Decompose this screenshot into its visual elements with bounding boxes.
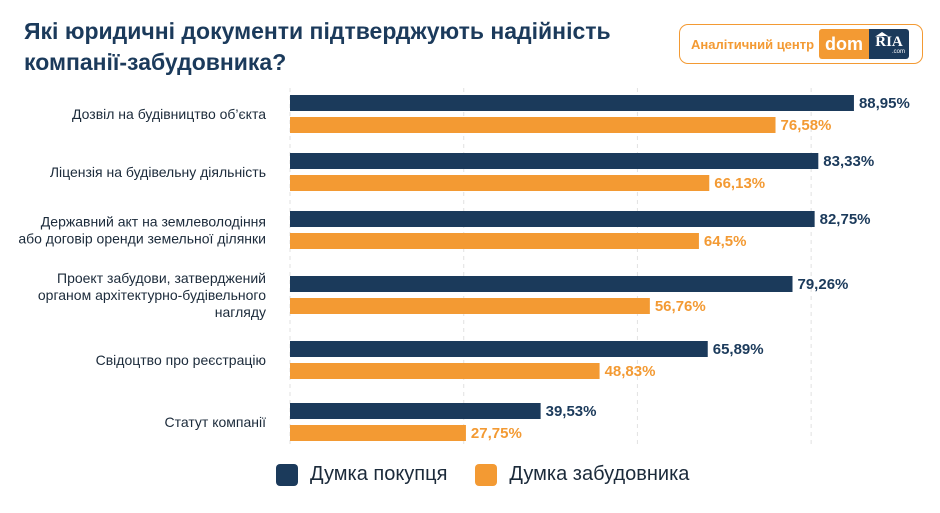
brand-dom: dom	[819, 29, 869, 59]
category-label: Статут компанії	[164, 414, 266, 430]
bar-buyer	[290, 211, 815, 227]
bar-buyer	[290, 276, 793, 292]
bar-developer	[290, 175, 710, 191]
value-label-buyer: 79,26%	[798, 276, 849, 293]
bar-buyer	[290, 95, 854, 111]
brand-ria: RIA .com	[869, 29, 909, 59]
ria-hat-icon	[876, 32, 888, 36]
legend-label-developer: Думка забудовника	[509, 463, 690, 485]
legend-swatch-buyer	[276, 463, 298, 486]
category-label: Ліцензія на будівельну діяльність	[50, 164, 266, 180]
value-label-buyer: 83,33%	[823, 153, 874, 170]
chart-bars: 88,95% 76,58% 83,33% 66,13% 82,75% 64,5% 79,26…	[290, 95, 910, 442]
value-label-buyer: 39,53%	[546, 403, 597, 420]
bar-chart: 88,95% 76,58% 83,33% 66,13% 82,75% 64,5% 79,26…	[18, 88, 910, 448]
brand-logo: Аналітичний центр dom RIA .com	[679, 24, 923, 64]
bar-buyer	[290, 153, 819, 169]
legend: Думка покупця Думка забудовника	[276, 463, 717, 486]
legend-label-buyer: Думка покупця	[310, 463, 448, 485]
category-label: Дозвіл на будівництво об’єкта	[72, 106, 266, 122]
value-label-buyer: 82,75%	[820, 211, 871, 228]
bar-developer	[290, 363, 600, 379]
category-label: Державний акт на землеволодіння	[41, 214, 266, 230]
value-label-developer: 48,83%	[605, 363, 656, 380]
category-label: або договір оренди земельної ділянки	[18, 231, 266, 247]
bar-developer	[290, 233, 699, 249]
category-label: Свідоцтво про реєстрацію	[96, 352, 266, 368]
value-label-buyer: 88,95%	[859, 95, 910, 112]
value-label-developer: 66,13%	[714, 175, 765, 192]
chart-title-line-1: Які юридичні документи підтверджують над…	[24, 18, 611, 44]
legend-item-developer: Думка забудовника	[475, 463, 689, 486]
bar-buyer	[290, 341, 708, 357]
legend-item-buyer: Думка покупця	[276, 463, 447, 486]
chart-title-line-2: компанії-забудовника?	[24, 49, 287, 75]
value-label-developer: 56,76%	[655, 298, 706, 315]
category-label: органом архітектурно-будівельного	[38, 287, 266, 303]
chart-title: Які юридичні документи підтверджують над…	[24, 16, 664, 78]
bar-developer	[290, 117, 776, 133]
category-label: нагляду	[215, 304, 266, 320]
value-label-developer: 64,5%	[704, 233, 747, 250]
bar-developer	[290, 298, 650, 314]
value-label-buyer: 65,89%	[713, 341, 764, 358]
chart-grid	[289, 88, 812, 448]
bar-buyer	[290, 403, 541, 419]
brand-label: Аналітичний центр	[691, 36, 815, 52]
category-label: Проект забудови, затверджений	[57, 270, 266, 286]
value-label-developer: 76,58%	[781, 117, 832, 134]
brand-ria-com: .com	[891, 48, 905, 55]
value-label-developer: 27,75%	[471, 425, 522, 442]
bar-developer	[290, 425, 466, 441]
legend-swatch-developer	[475, 463, 498, 486]
brand-ria-text: RIA	[875, 33, 903, 50]
chart-category-labels: Дозвіл на будівництво об’єкта Ліцензія на…	[18, 106, 266, 430]
